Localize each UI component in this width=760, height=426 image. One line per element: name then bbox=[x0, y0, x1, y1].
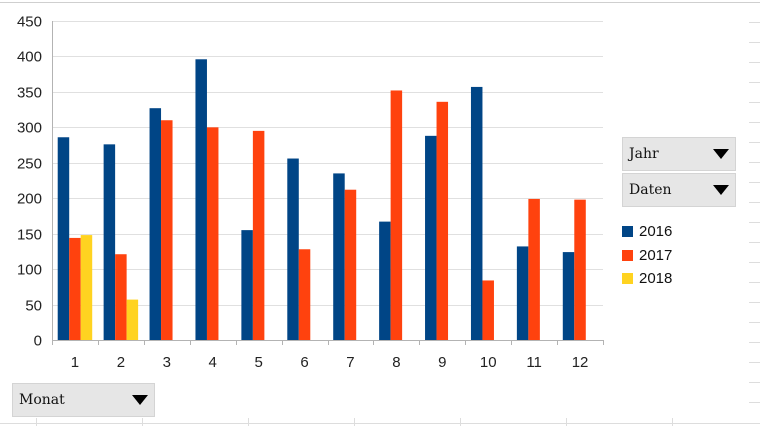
bar-2016-3 bbox=[149, 108, 162, 341]
y-tick-label: 450 bbox=[17, 14, 42, 31]
legend-swatch bbox=[622, 249, 633, 261]
legend-label: 2016 bbox=[639, 223, 673, 241]
x-tick-label: 12 bbox=[572, 354, 589, 371]
x-tick-label: 2 bbox=[117, 354, 125, 371]
y-tick-label: 300 bbox=[17, 120, 42, 137]
bar-2017-6 bbox=[298, 249, 311, 340]
y-tick-label: 250 bbox=[17, 156, 42, 173]
bar-2018-1 bbox=[80, 235, 93, 340]
year-field-button[interactable]: Jahr bbox=[622, 137, 736, 171]
bar-2016-1 bbox=[57, 137, 70, 340]
legend-item-2018: 2018 bbox=[622, 267, 672, 291]
bar-2017-3 bbox=[161, 120, 173, 340]
dropdown-arrow-icon bbox=[713, 149, 729, 159]
bar-2017-2 bbox=[115, 254, 127, 340]
bar-2016-10 bbox=[470, 86, 483, 340]
legend-swatch bbox=[622, 273, 633, 285]
bar-2017-7 bbox=[344, 189, 357, 340]
month-field-button[interactable]: Monat bbox=[12, 383, 155, 417]
bar-2017-9 bbox=[436, 101, 449, 341]
x-tick-label: 9 bbox=[438, 354, 446, 371]
y-tick-label: 0 bbox=[34, 333, 42, 350]
bar-2017-8 bbox=[390, 90, 403, 341]
x-tick-label: 6 bbox=[300, 354, 308, 371]
bar-2016-4 bbox=[195, 59, 207, 340]
legend-label: 2018 bbox=[639, 270, 673, 288]
bar-2017-1 bbox=[69, 237, 81, 340]
month-field-label: Monat bbox=[19, 392, 65, 408]
bar-2017-12 bbox=[574, 199, 586, 340]
bar-2016-12 bbox=[562, 252, 575, 340]
x-tick-label: 5 bbox=[254, 354, 262, 371]
y-tick-label: 150 bbox=[17, 227, 42, 244]
x-tick-label: 8 bbox=[392, 354, 400, 371]
x-tick-label: 7 bbox=[346, 354, 354, 371]
x-tick-label: 10 bbox=[480, 354, 497, 371]
x-tick-label: 11 bbox=[526, 354, 542, 371]
y-tick-label: 200 bbox=[17, 191, 42, 208]
data-field-label: Daten bbox=[629, 182, 672, 198]
bar-2016-9 bbox=[425, 135, 437, 340]
y-tick-label: 350 bbox=[17, 85, 42, 102]
x-tick-label: 1 bbox=[71, 354, 79, 371]
plot-area bbox=[52, 21, 603, 340]
y-tick-label: 400 bbox=[17, 49, 42, 66]
dropdown-arrow-icon bbox=[132, 395, 148, 405]
bar-2018-2 bbox=[126, 299, 139, 340]
legend-item-2016: 2016 bbox=[622, 220, 672, 244]
y-tick-label: 100 bbox=[17, 262, 42, 279]
bar-2016-2 bbox=[103, 144, 116, 340]
chart-legend: 2016 2017 2018 bbox=[622, 220, 672, 291]
bar-2017-11 bbox=[528, 198, 540, 340]
y-tick-label: 50 bbox=[25, 298, 42, 315]
dropdown-arrow-icon bbox=[713, 185, 729, 195]
bar-2016-6 bbox=[287, 158, 299, 340]
x-tick-label: 4 bbox=[209, 354, 217, 371]
bar-2016-7 bbox=[333, 173, 345, 340]
legend-swatch bbox=[622, 226, 633, 238]
bar-2016-8 bbox=[379, 221, 391, 340]
year-field-label: Jahr bbox=[629, 146, 659, 162]
bar-2016-5 bbox=[241, 230, 253, 340]
legend-item-2017: 2017 bbox=[622, 244, 672, 268]
bar-2017-4 bbox=[206, 127, 219, 340]
x-tick-label: 3 bbox=[163, 354, 171, 371]
bar-2017-10 bbox=[482, 280, 494, 340]
bar-2017-5 bbox=[252, 130, 265, 340]
legend-label: 2017 bbox=[639, 246, 673, 264]
bar-2016-11 bbox=[516, 246, 529, 340]
data-field-button[interactable]: Daten bbox=[622, 173, 736, 207]
